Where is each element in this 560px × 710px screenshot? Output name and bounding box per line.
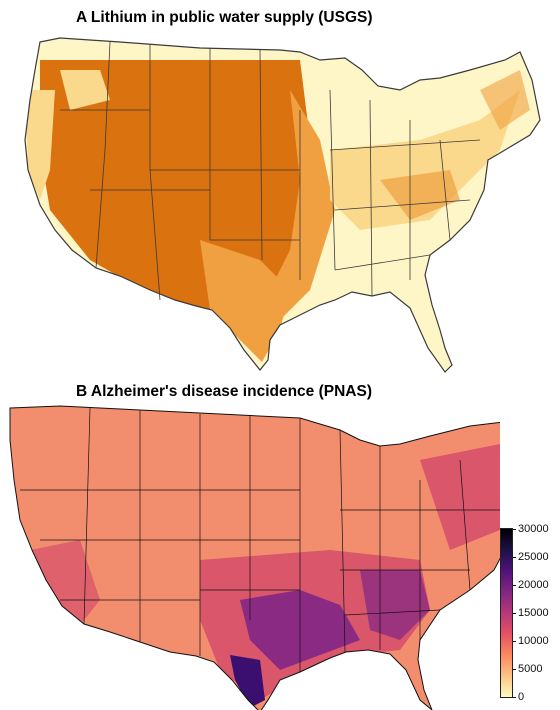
region-mid-california bbox=[30, 540, 100, 625]
colorbar-tick-label: 30000 bbox=[513, 523, 549, 535]
panel-a-title: A Lithium in public water supply (USGS) bbox=[76, 9, 373, 26]
panel-b-state-borders bbox=[20, 407, 500, 672]
region-high-texas-south bbox=[230, 655, 265, 708]
alzheimers-incidence-layer bbox=[30, 440, 500, 708]
colorbar-tick-label: 0 bbox=[513, 691, 524, 703]
region-medium-plains bbox=[250, 90, 335, 330]
lithium-concentration-layer bbox=[25, 60, 530, 362]
panel-b-title: B Alzheimer's disease incidence (PNAS) bbox=[76, 383, 372, 400]
region-medium-texas bbox=[200, 240, 290, 362]
region-low-pnw-patch bbox=[60, 70, 110, 110]
region-mid-northeast bbox=[420, 440, 500, 550]
colorbar-tick-label: 10000 bbox=[513, 635, 549, 647]
colorbar-scale bbox=[500, 528, 513, 698]
region-medium-ohio bbox=[380, 170, 460, 220]
region-high-southeast bbox=[360, 570, 430, 640]
colorbar-tick-label: 15000 bbox=[513, 607, 549, 619]
colorbar-tick-label: 20000 bbox=[513, 579, 549, 591]
colorbar-tick-labels: 30000 25000 20000 15000 10000 5000 0 bbox=[513, 523, 560, 703]
alzheimers-map bbox=[9, 405, 500, 710]
lithium-map bbox=[24, 37, 541, 373]
region-low-pacific bbox=[25, 90, 55, 200]
region-low-northeast bbox=[480, 70, 530, 130]
region-low-east bbox=[330, 90, 520, 230]
colorbar-tick-label: 5000 bbox=[513, 663, 542, 675]
colorbar-tick-label: 25000 bbox=[513, 551, 549, 563]
panel-a-state-borders bbox=[60, 41, 481, 301]
